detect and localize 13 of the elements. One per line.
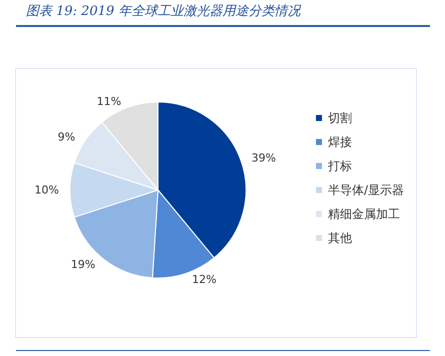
legend-label: 焊接 xyxy=(328,135,352,149)
legend-label: 打标 xyxy=(326,159,352,173)
data-label: 11% xyxy=(96,95,122,108)
legend-label: 其他 xyxy=(328,231,352,245)
data-label: 39% xyxy=(251,152,276,165)
legend-label: 切割 xyxy=(328,111,352,125)
data-label: 19% xyxy=(70,258,96,271)
data-label: 10% xyxy=(34,184,59,196)
data-label: 12% xyxy=(192,272,216,286)
legend-label: 半导体/显示器 xyxy=(328,183,404,197)
chart-title: 图表 19: 2019 年全球工业激光器用途分类情况 xyxy=(26,3,300,20)
legend-label: 精细金属加工 xyxy=(328,207,400,221)
data-label: 9% xyxy=(58,130,76,144)
